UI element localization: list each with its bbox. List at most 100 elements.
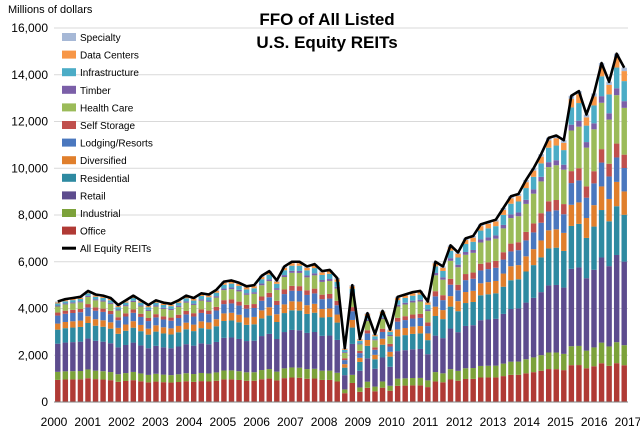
bar-segment-industrial (145, 374, 152, 383)
bar-segment-data-centers (493, 221, 499, 227)
bar-segment-self-storage (55, 312, 61, 316)
bar-segment-timber (274, 288, 280, 290)
bar-segment-lodging-resorts (394, 321, 401, 330)
bar-segment-lodging-resorts (462, 280, 469, 293)
bar-segment-timber (311, 273, 318, 276)
bar-segment-infrastructure (372, 336, 378, 340)
bar-segment-office (394, 385, 401, 402)
bar-segment-data-centers (553, 138, 559, 146)
bar-segment-retail (175, 346, 182, 375)
bar-segment-industrial (561, 353, 567, 371)
bar-segment-industrial (221, 370, 227, 380)
bar-segment-office (621, 365, 627, 402)
bar-segment-retail (319, 335, 325, 371)
x-tick-label: 2011 (413, 415, 439, 429)
bar-segment-lodging-resorts (364, 333, 371, 340)
bar-segment-data-centers (530, 170, 537, 177)
bar-segment-residential (198, 328, 204, 344)
bar-segment-industrial (606, 346, 612, 366)
bar-segment-infrastructure (357, 340, 363, 344)
bar-segment-specialty (583, 114, 590, 118)
bar-segment-timber (206, 300, 212, 302)
bar-segment-office (191, 381, 197, 402)
bar-segment-residential (379, 344, 386, 358)
bar-segment-infrastructure (485, 228, 491, 238)
bar-segment-diversified (251, 316, 257, 325)
bar-segment-self-storage (485, 262, 491, 270)
bar-segment-health-care (538, 181, 544, 214)
bar-segment-infrastructure (561, 150, 567, 165)
bar-segment-industrial (183, 373, 189, 382)
bar-segment-residential (349, 327, 356, 344)
total-line-layer (57, 52, 626, 350)
bar-segment-diversified (183, 322, 189, 330)
bar-segment-data-centers (62, 300, 69, 302)
bar-segment-infrastructure (107, 300, 114, 303)
bar-segment-industrial (394, 378, 401, 386)
bar-segment-diversified (153, 325, 159, 332)
bar-segment-industrial (417, 377, 424, 386)
bar-segment-industrial (62, 371, 69, 380)
bar-segment-health-care (251, 293, 257, 305)
bar-segment-residential (123, 330, 129, 345)
bar-segment-office (493, 377, 499, 402)
bar-segment-infrastructure (289, 265, 295, 271)
bar-segment-health-care (334, 288, 340, 301)
bar-segment-retail (243, 341, 250, 373)
bar-segment-self-storage (191, 313, 197, 317)
bar-segment-residential (462, 303, 469, 326)
bar-segment-infrastructure (500, 214, 507, 225)
bar-segment-residential (621, 214, 627, 262)
bar-segment-lodging-resorts (274, 304, 280, 315)
bar-segment-retail (493, 318, 499, 366)
bar-segment-infrastructure (455, 257, 461, 265)
bar-segment-residential (221, 320, 227, 338)
bar-segment-infrastructure (130, 298, 137, 301)
bar-segment-data-centers (77, 297, 84, 299)
bar-segment-health-care (319, 281, 325, 295)
bar-segment-lodging-resorts (281, 294, 288, 305)
bar-segment-office (583, 368, 590, 402)
bar-segment-industrial (258, 370, 265, 380)
bar-segment-residential (447, 306, 454, 329)
bar-segment-industrial (77, 370, 84, 380)
bar-segment-diversified (561, 232, 567, 251)
bar-segment-diversified (402, 328, 408, 336)
legend: Specialty Data Centers Infrastructure Timbe… (62, 33, 153, 255)
bar-segment-self-storage (530, 223, 537, 233)
bar-segment-timber (485, 237, 491, 241)
bar-segment-timber (576, 120, 582, 127)
bar-segment-retail (364, 358, 371, 382)
bar-segment-timber (213, 296, 220, 298)
bar-segment-health-care (191, 304, 197, 314)
bar-segment-self-storage (462, 274, 469, 281)
bar-segment-timber (153, 305, 159, 307)
bar-segment-timber (258, 283, 265, 286)
bar-segment-residential (258, 318, 265, 337)
bar-segment-residential (236, 322, 242, 339)
bar-segment-infrastructure (447, 250, 454, 259)
bar-segment-retail (115, 347, 121, 375)
bar-segment-retail (432, 335, 439, 373)
bar-segment-health-care (198, 300, 204, 310)
bar-segment-office (153, 381, 159, 402)
bar-segment-self-storage (258, 296, 265, 301)
bar-segment-lodging-resorts (183, 314, 189, 323)
bar-segment-industrial (583, 350, 590, 369)
bar-segment-residential (576, 223, 582, 268)
bar-segment-residential (319, 317, 325, 336)
bar-segment-data-centers (387, 330, 393, 332)
bar-segment-office (160, 382, 167, 402)
bar-segment-retail (470, 325, 476, 369)
bar-segment-data-centers (258, 277, 265, 280)
bar-segment-retail (145, 348, 152, 375)
bar-segment-office (311, 378, 318, 402)
bar-segment-lodging-resorts (138, 316, 144, 325)
bar-segment-diversified (553, 229, 559, 248)
bar-segment-residential (470, 301, 476, 326)
bar-segment-infrastructure (591, 105, 597, 124)
bar-segment-health-care (145, 310, 152, 318)
bar-segment-infrastructure (470, 241, 476, 250)
legend-swatch (62, 121, 76, 129)
bar-segment-office (123, 380, 129, 402)
